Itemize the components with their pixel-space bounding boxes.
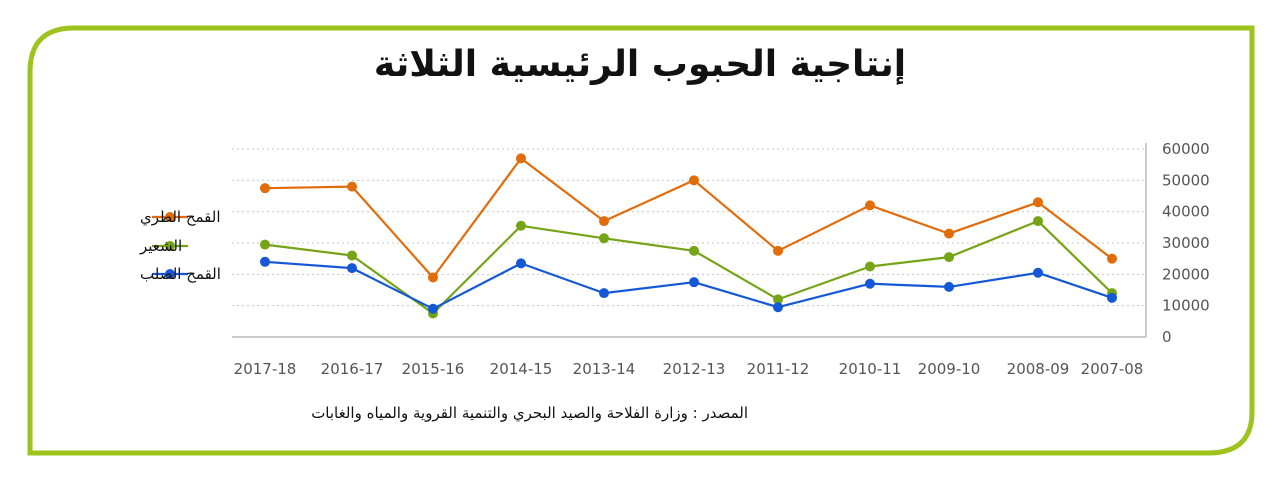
- data-point: [689, 175, 699, 186]
- y-tick-label: 50000: [1162, 171, 1210, 189]
- legend-label: الشعير: [139, 237, 182, 255]
- x-tick-label: 2016-17: [321, 360, 384, 378]
- data-point: [1033, 197, 1043, 208]
- source-note: المصدر : وزارة الفلاحة والصيد البحري وال…: [311, 404, 748, 422]
- data-point: [516, 220, 526, 231]
- data-point: [260, 183, 270, 194]
- x-tick-label: 2007-08: [1081, 360, 1144, 378]
- y-tick-label: 20000: [1162, 265, 1210, 283]
- data-point: [347, 263, 357, 274]
- x-tick-label: 2012-13: [663, 360, 726, 378]
- data-point: [599, 216, 609, 227]
- data-point: [944, 228, 954, 239]
- y-tick-label: 60000: [1162, 140, 1210, 158]
- series-line: [264, 157, 1113, 279]
- legend-marker: [165, 269, 175, 279]
- data-point: [428, 303, 438, 314]
- data-point: [260, 256, 270, 267]
- x-tick-label: 2013-14: [573, 360, 636, 378]
- data-point: [347, 250, 357, 261]
- data-point: [1033, 216, 1043, 227]
- data-point: [599, 288, 609, 299]
- data-point: [689, 245, 699, 256]
- series-line: [264, 220, 1113, 315]
- legend-marker: [165, 241, 175, 251]
- data-point: [944, 281, 954, 292]
- x-tick-label: 2011-12: [747, 360, 810, 378]
- data-point: [347, 181, 357, 192]
- data-point: [1107, 292, 1117, 303]
- data-point: [1033, 267, 1043, 278]
- data-point: [260, 239, 270, 250]
- legend-label: القمح الطري: [140, 208, 221, 227]
- x-tick-label: 2015-16: [402, 360, 465, 378]
- x-tick-label: 2014-15: [490, 360, 553, 378]
- x-tick-label: 2008-09: [1007, 360, 1070, 378]
- grid-lines: [232, 148, 1146, 307]
- legend: القمح الطري الشعير القمح الصلب: [139, 208, 221, 283]
- axes: [232, 143, 1147, 338]
- x-tick-label: 2017-18: [234, 360, 297, 378]
- data-point: [599, 233, 609, 244]
- data-point: [516, 153, 526, 164]
- x-tick-label: 2009-10: [918, 360, 981, 378]
- legend-marker: [165, 212, 175, 222]
- data-point: [865, 200, 875, 211]
- data-point: [773, 294, 783, 305]
- data-point: [944, 252, 954, 263]
- x-tick-label: 2010-11: [839, 360, 902, 378]
- legend-label: القمح الصلب: [140, 265, 221, 283]
- x-tick-labels: 2017-18 2016-17 2015-16 2014-15 2013-14 2012-…: [234, 360, 1144, 378]
- y-tick-label: 30000: [1162, 234, 1210, 252]
- data-point: [773, 302, 783, 313]
- chart-title: إنتاجية الحبوب الرئيسية الثلاثة: [373, 44, 907, 85]
- data-point: [865, 278, 875, 289]
- series: [260, 153, 1117, 319]
- data-point: [1107, 253, 1117, 264]
- data-point: [865, 261, 875, 272]
- data-point: [428, 272, 438, 283]
- data-point: [773, 245, 783, 256]
- y-tick-label: 40000: [1162, 203, 1210, 221]
- y-tick-label: 10000: [1162, 297, 1210, 315]
- y-tick-labels: 0 10000 20000 30000 40000 50000 60000: [1162, 140, 1210, 346]
- y-tick-label: 0: [1162, 328, 1172, 346]
- data-point: [689, 277, 699, 288]
- data-point: [516, 258, 526, 269]
